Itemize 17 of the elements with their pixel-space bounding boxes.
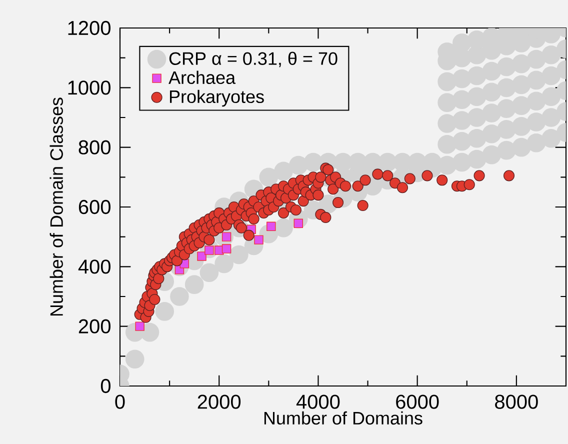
x-tick-label: 0 [115, 394, 125, 409]
x-tick-label: 4000 [296, 394, 340, 409]
y-axis-title: Number of Domain Classes [50, 98, 63, 316]
y-tick-label: 400 [78, 260, 110, 274]
y-tick-label: 200 [78, 319, 110, 334]
y-tick-label: 0 [100, 378, 110, 394]
y-tick-label: 800 [78, 140, 110, 154]
y-tick-label: 600 [78, 200, 110, 214]
x-tick-label: 8000 [495, 394, 538, 409]
legend-label: Prokaryotes [170, 90, 264, 107]
x-axis-title: Number of Domains [264, 411, 422, 425]
legend-label: CRP α = 0.31, θ = 70 [169, 52, 338, 68]
legend-label: Archaea [168, 70, 236, 84]
x-tick-label: 2000 [198, 394, 241, 409]
x-tick-label: 6000 [396, 394, 439, 409]
y-tick-label: 1200 [68, 20, 110, 36]
y-tick-label: 1000 [68, 80, 110, 95]
